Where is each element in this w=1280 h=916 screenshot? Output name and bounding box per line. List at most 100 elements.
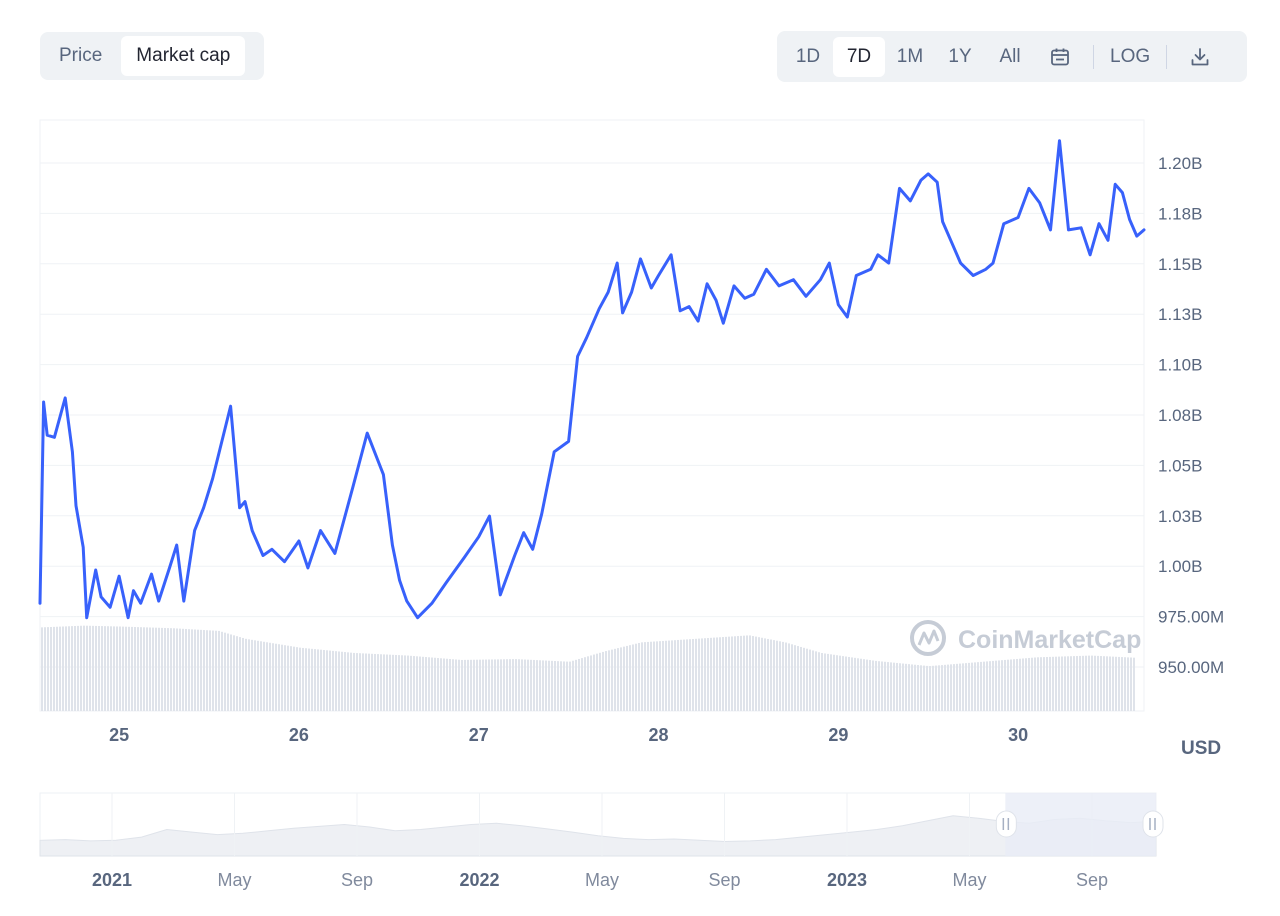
volume-bar [791, 644, 793, 711]
y-tick-label: 950.00M [1158, 658, 1224, 677]
volume-bar [899, 663, 901, 711]
volume-bar [98, 626, 100, 711]
volume-bar [689, 639, 691, 711]
volume-bar [746, 635, 748, 711]
volume-bar [1091, 655, 1093, 711]
volume-bar [1052, 656, 1054, 711]
download-button[interactable] [1175, 37, 1225, 77]
volume-bar [287, 645, 289, 711]
volume-bar [608, 650, 610, 711]
range-navigator[interactable]: 2021 May Sep 2022 May Sep 2023 May Sep [39, 792, 1164, 890]
volume-bar [470, 659, 472, 711]
volume-bar [137, 627, 139, 711]
volume-bar [356, 653, 358, 711]
volume-bar [632, 644, 634, 711]
volume-bar [260, 641, 262, 711]
volume-bar [497, 659, 499, 711]
volume-bar [581, 658, 583, 711]
volume-bar [374, 653, 376, 711]
volume-bar [797, 646, 799, 711]
volume-bar [395, 654, 397, 711]
volume-bar [380, 654, 382, 711]
volume-bar [518, 659, 520, 711]
volume-bar [116, 626, 118, 711]
volume-bar [305, 648, 307, 711]
range-7d-button[interactable]: 7D [833, 36, 885, 77]
volume-bar [512, 659, 514, 711]
volume-bar [932, 665, 934, 711]
volume-bar [773, 640, 775, 711]
volume-bar [725, 636, 727, 711]
volume-bar [326, 650, 328, 711]
volume-bar [569, 661, 571, 711]
volume-bar [533, 659, 535, 711]
volume-bar [542, 660, 544, 711]
volume-bar [161, 627, 163, 711]
volume-bar [437, 658, 439, 711]
volume-bar [1079, 655, 1081, 711]
volume-bar [926, 665, 928, 711]
y-axis: 1.20B 1.18B 1.15B 1.13B 1.10B 1.08B 1.05B 1.03B… [1158, 154, 1224, 677]
volume-bar [143, 627, 145, 711]
volume-bar [1133, 657, 1135, 711]
volume-bar [296, 647, 298, 711]
volume-bar [701, 638, 703, 711]
price-tab[interactable]: Price [59, 45, 103, 66]
volume-bar [329, 650, 331, 711]
volume-bar [578, 658, 580, 711]
volume-bar [809, 649, 811, 711]
volume-bar [284, 645, 286, 711]
volume-bar [140, 627, 142, 711]
volume-bar [659, 641, 661, 711]
volume-bar [242, 637, 244, 711]
volume-bar [221, 631, 223, 711]
volume-bar [62, 626, 64, 711]
range-1d-button[interactable]: 1D [795, 45, 821, 67]
navigator-left-handle[interactable] [995, 810, 1017, 838]
volume-bar [179, 628, 181, 711]
volume-bar [560, 661, 562, 711]
volume-bar [737, 636, 739, 711]
volume-bar [557, 661, 559, 711]
volume-bar [344, 652, 346, 711]
volume-bar [803, 647, 805, 711]
volume-bar [890, 662, 892, 711]
volume-bar [1034, 657, 1036, 711]
chart-grid [39, 119, 1145, 712]
volume-bar [794, 645, 796, 711]
log-scale-button[interactable]: LOG [1110, 45, 1151, 67]
volume-bar [914, 664, 916, 711]
volume-bar [863, 659, 865, 711]
range-1m-button[interactable]: 1M [896, 45, 924, 67]
volume-bar [665, 640, 667, 711]
volume-bar [776, 640, 778, 711]
volume-bar [365, 653, 367, 711]
volume-bar [125, 626, 127, 711]
volume-bar [158, 627, 160, 711]
navigator-tick-label: 2022 [459, 870, 499, 890]
volume-bar [461, 659, 463, 711]
volume-bar [473, 659, 475, 711]
volume-bar [491, 659, 493, 711]
volume-bar [722, 637, 724, 711]
volume-bar [425, 657, 427, 711]
volume-bar [92, 625, 94, 711]
volume-bar [176, 628, 178, 711]
volume-bar [206, 630, 208, 711]
navigator-right-handle[interactable] [1142, 810, 1164, 838]
volume-bar [911, 664, 913, 711]
range-all-button[interactable]: All [999, 45, 1021, 67]
market-cap-tab[interactable]: Market cap [121, 36, 246, 76]
volume-bar [500, 659, 502, 711]
volume-bar [1013, 659, 1015, 711]
volume-bar [668, 640, 670, 711]
volume-bar [935, 665, 937, 711]
volume-bar [152, 627, 154, 711]
volume-bar [443, 658, 445, 711]
volume-bar [122, 626, 124, 711]
volume-bar [104, 626, 106, 711]
range-1y-button[interactable]: 1Y [948, 45, 972, 67]
calendar-button[interactable] [1035, 37, 1085, 77]
volume-bar [743, 635, 745, 711]
volume-bar [167, 628, 169, 711]
